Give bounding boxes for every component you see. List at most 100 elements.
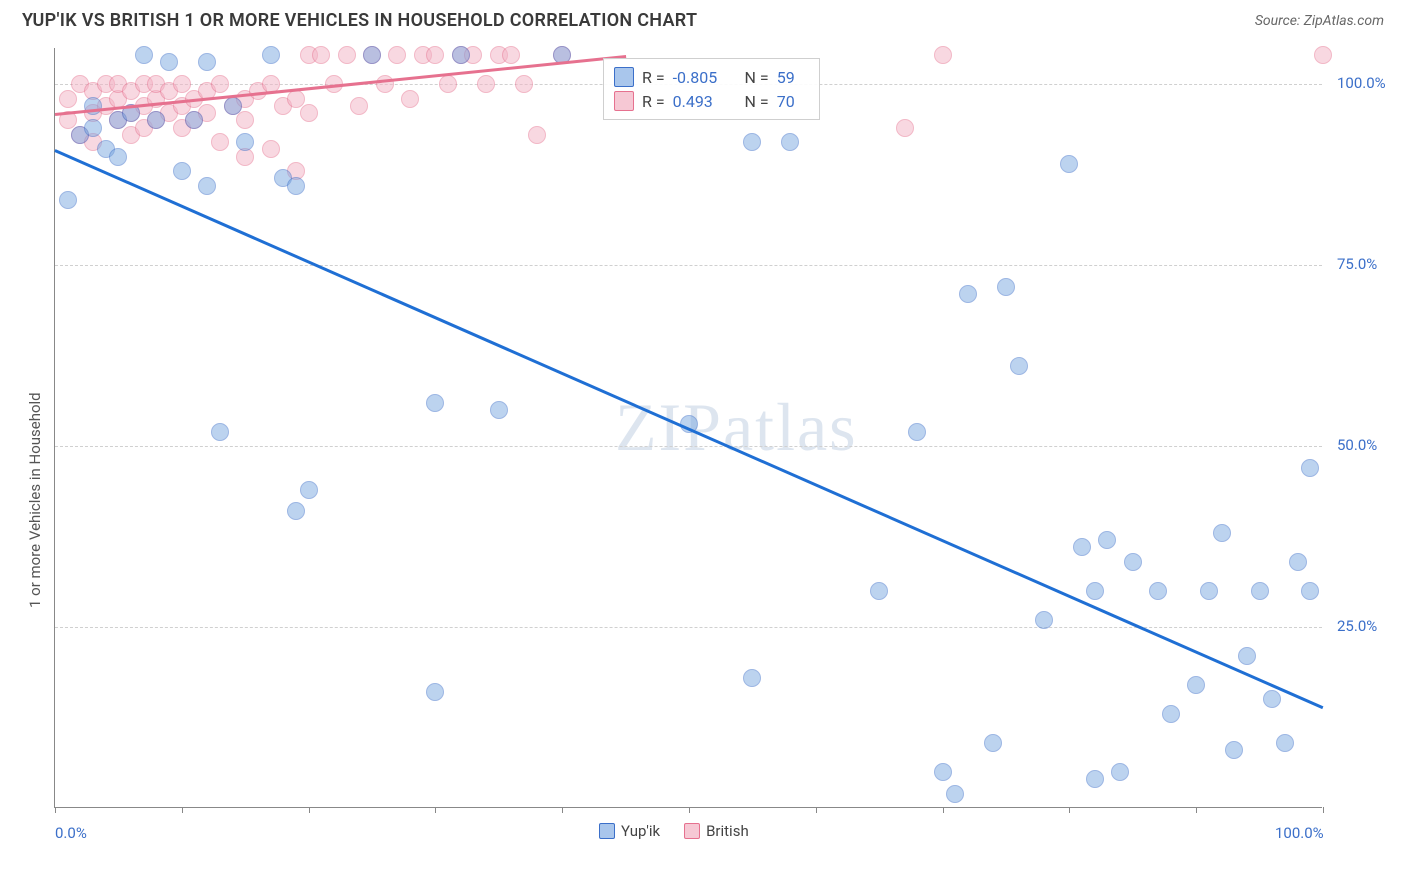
x-tick bbox=[435, 807, 436, 813]
chart-title: YUP'IK VS BRITISH 1 OR MORE VEHICLES IN … bbox=[22, 10, 697, 31]
legend-n-value: 70 bbox=[777, 92, 807, 111]
scatter-point-yupik bbox=[959, 285, 977, 303]
x-tick bbox=[1069, 807, 1070, 813]
scatter-point-british bbox=[896, 119, 914, 137]
gridline-h bbox=[55, 627, 1322, 628]
scatter-point-yupik bbox=[224, 97, 242, 115]
scatter-point-yupik bbox=[1098, 531, 1116, 549]
scatter-point-yupik bbox=[743, 669, 761, 687]
scatter-point-yupik bbox=[363, 46, 381, 64]
legend-n-label: N = bbox=[737, 68, 769, 87]
legend-r-value: 0.493 bbox=[673, 92, 729, 111]
x-tick bbox=[816, 807, 817, 813]
plot-wrap: 1 or more Vehicles in Household ZIPatlas… bbox=[54, 48, 1392, 848]
source-label: Source: ZipAtlas.com bbox=[1255, 13, 1384, 29]
legend-row: R = -0.805 N = 59 bbox=[614, 65, 807, 89]
scatter-point-yupik bbox=[1073, 538, 1091, 556]
scatter-point-yupik bbox=[1289, 553, 1307, 571]
scatter-point-yupik bbox=[84, 119, 102, 137]
scatter-point-yupik bbox=[1301, 459, 1319, 477]
x-tick bbox=[309, 807, 310, 813]
series-legend: Yup'ik British bbox=[599, 822, 749, 840]
legend-r-label: R = bbox=[642, 68, 665, 87]
scatter-point-british bbox=[211, 75, 229, 93]
scatter-point-yupik bbox=[198, 53, 216, 71]
scatter-point-yupik bbox=[934, 763, 952, 781]
x-tick-label: 0.0% bbox=[55, 824, 87, 842]
y-tick-label: 25.0% bbox=[1337, 617, 1377, 635]
scatter-point-british bbox=[1314, 46, 1332, 64]
scatter-point-yupik bbox=[743, 133, 761, 151]
x-tick bbox=[943, 807, 944, 813]
scatter-point-british bbox=[528, 126, 546, 144]
scatter-point-yupik bbox=[287, 177, 305, 195]
scatter-point-yupik bbox=[211, 423, 229, 441]
correlation-legend: R = -0.805 N = 59 R = 0.493 N = 70 bbox=[603, 58, 820, 120]
scatter-point-yupik bbox=[1200, 582, 1218, 600]
watermark: ZIPatlas bbox=[615, 388, 858, 467]
gridline-h bbox=[55, 446, 1322, 447]
legend-n-value: 59 bbox=[777, 68, 807, 87]
y-tick-label: 75.0% bbox=[1337, 255, 1377, 273]
scatter-point-yupik bbox=[198, 177, 216, 195]
scatter-point-british bbox=[515, 75, 533, 93]
scatter-point-yupik bbox=[59, 191, 77, 209]
series-legend-label: Yup'ik bbox=[621, 822, 660, 840]
scatter-point-british bbox=[262, 140, 280, 158]
scatter-point-yupik bbox=[908, 423, 926, 441]
x-tick bbox=[562, 807, 563, 813]
scatter-point-yupik bbox=[160, 53, 178, 71]
plot-area: ZIPatlas 25.0%50.0%75.0%100.0%0.0%100.0%… bbox=[54, 48, 1322, 808]
trend-line-yupik bbox=[54, 149, 1323, 709]
scatter-point-yupik bbox=[984, 734, 1002, 752]
scatter-point-yupik bbox=[1251, 582, 1269, 600]
scatter-point-yupik bbox=[1276, 734, 1294, 752]
scatter-point-yupik bbox=[997, 278, 1015, 296]
scatter-point-yupik bbox=[1213, 524, 1231, 542]
y-tick-label: 100.0% bbox=[1337, 74, 1386, 92]
series-legend-label: British bbox=[706, 822, 749, 840]
scatter-point-yupik bbox=[1086, 582, 1104, 600]
legend-n-label: N = bbox=[737, 92, 769, 111]
scatter-point-yupik bbox=[1187, 676, 1205, 694]
legend-swatch bbox=[684, 823, 700, 839]
scatter-point-yupik bbox=[452, 46, 470, 64]
scatter-point-yupik bbox=[135, 46, 153, 64]
legend-row: R = 0.493 N = 70 bbox=[614, 89, 807, 113]
scatter-point-yupik bbox=[1301, 582, 1319, 600]
scatter-point-british bbox=[211, 133, 229, 151]
scatter-point-british bbox=[401, 90, 419, 108]
scatter-point-british bbox=[236, 111, 254, 129]
scatter-point-british bbox=[312, 46, 330, 64]
scatter-point-yupik bbox=[1124, 553, 1142, 571]
legend-r-label: R = bbox=[642, 92, 665, 111]
scatter-point-yupik bbox=[109, 148, 127, 166]
scatter-point-british bbox=[934, 46, 952, 64]
legend-swatch bbox=[614, 91, 634, 111]
scatter-point-yupik bbox=[1010, 357, 1028, 375]
scatter-point-yupik bbox=[490, 401, 508, 419]
scatter-point-yupik bbox=[185, 111, 203, 129]
scatter-point-yupik bbox=[1225, 741, 1243, 759]
scatter-point-yupik bbox=[287, 502, 305, 520]
scatter-point-british bbox=[388, 46, 406, 64]
scatter-point-british bbox=[59, 90, 77, 108]
series-legend-item: British bbox=[684, 822, 749, 840]
x-tick bbox=[182, 807, 183, 813]
x-tick bbox=[55, 807, 56, 813]
scatter-point-yupik bbox=[1111, 763, 1129, 781]
scatter-point-yupik bbox=[426, 683, 444, 701]
scatter-point-british bbox=[426, 46, 444, 64]
scatter-point-yupik bbox=[1149, 582, 1167, 600]
scatter-point-british bbox=[502, 46, 520, 64]
x-tick-label: 100.0% bbox=[1275, 824, 1324, 842]
scatter-point-yupik bbox=[1086, 770, 1104, 788]
scatter-point-yupik bbox=[1162, 705, 1180, 723]
series-legend-item: Yup'ik bbox=[599, 822, 660, 840]
scatter-point-british bbox=[300, 104, 318, 122]
scatter-point-british bbox=[350, 97, 368, 115]
legend-r-value: -0.805 bbox=[673, 68, 729, 87]
scatter-point-yupik bbox=[1035, 611, 1053, 629]
scatter-point-yupik bbox=[300, 481, 318, 499]
gridline-h bbox=[55, 265, 1322, 266]
